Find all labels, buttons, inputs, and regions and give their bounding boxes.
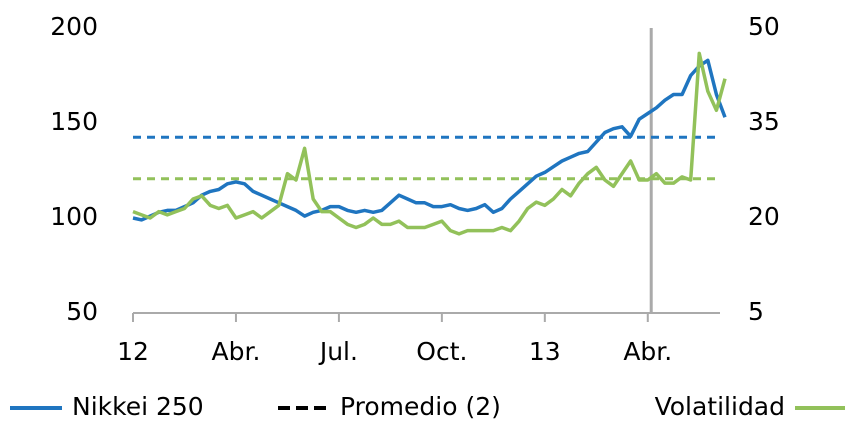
x-tick-label: 12 (117, 337, 149, 366)
legend-label: Nikkei 250 (72, 392, 204, 421)
y-tick-label: 100 (50, 202, 98, 231)
x-tick-label: Oct. (416, 337, 467, 366)
y2-tick-label: 5 (748, 297, 764, 326)
legend-label: Volatilidad (655, 392, 785, 421)
legend-label: Promedio (2) (340, 392, 501, 421)
y-tick-label: 200 (50, 12, 98, 41)
series-line (132, 51, 727, 236)
y-tick-label: 150 (50, 107, 98, 136)
x-tick-label: Abr. (212, 337, 261, 366)
x-tick-label: 13 (529, 337, 561, 366)
y-tick-label: 50 (66, 297, 98, 326)
y2-tick-label: 20 (748, 202, 780, 231)
y2-tick-label: 35 (748, 107, 780, 136)
x-tick-label: Jul. (318, 337, 358, 366)
y2-tick-label: 50 (748, 12, 780, 41)
x-tick-label: Abr. (623, 337, 672, 366)
series-line (132, 58, 727, 222)
